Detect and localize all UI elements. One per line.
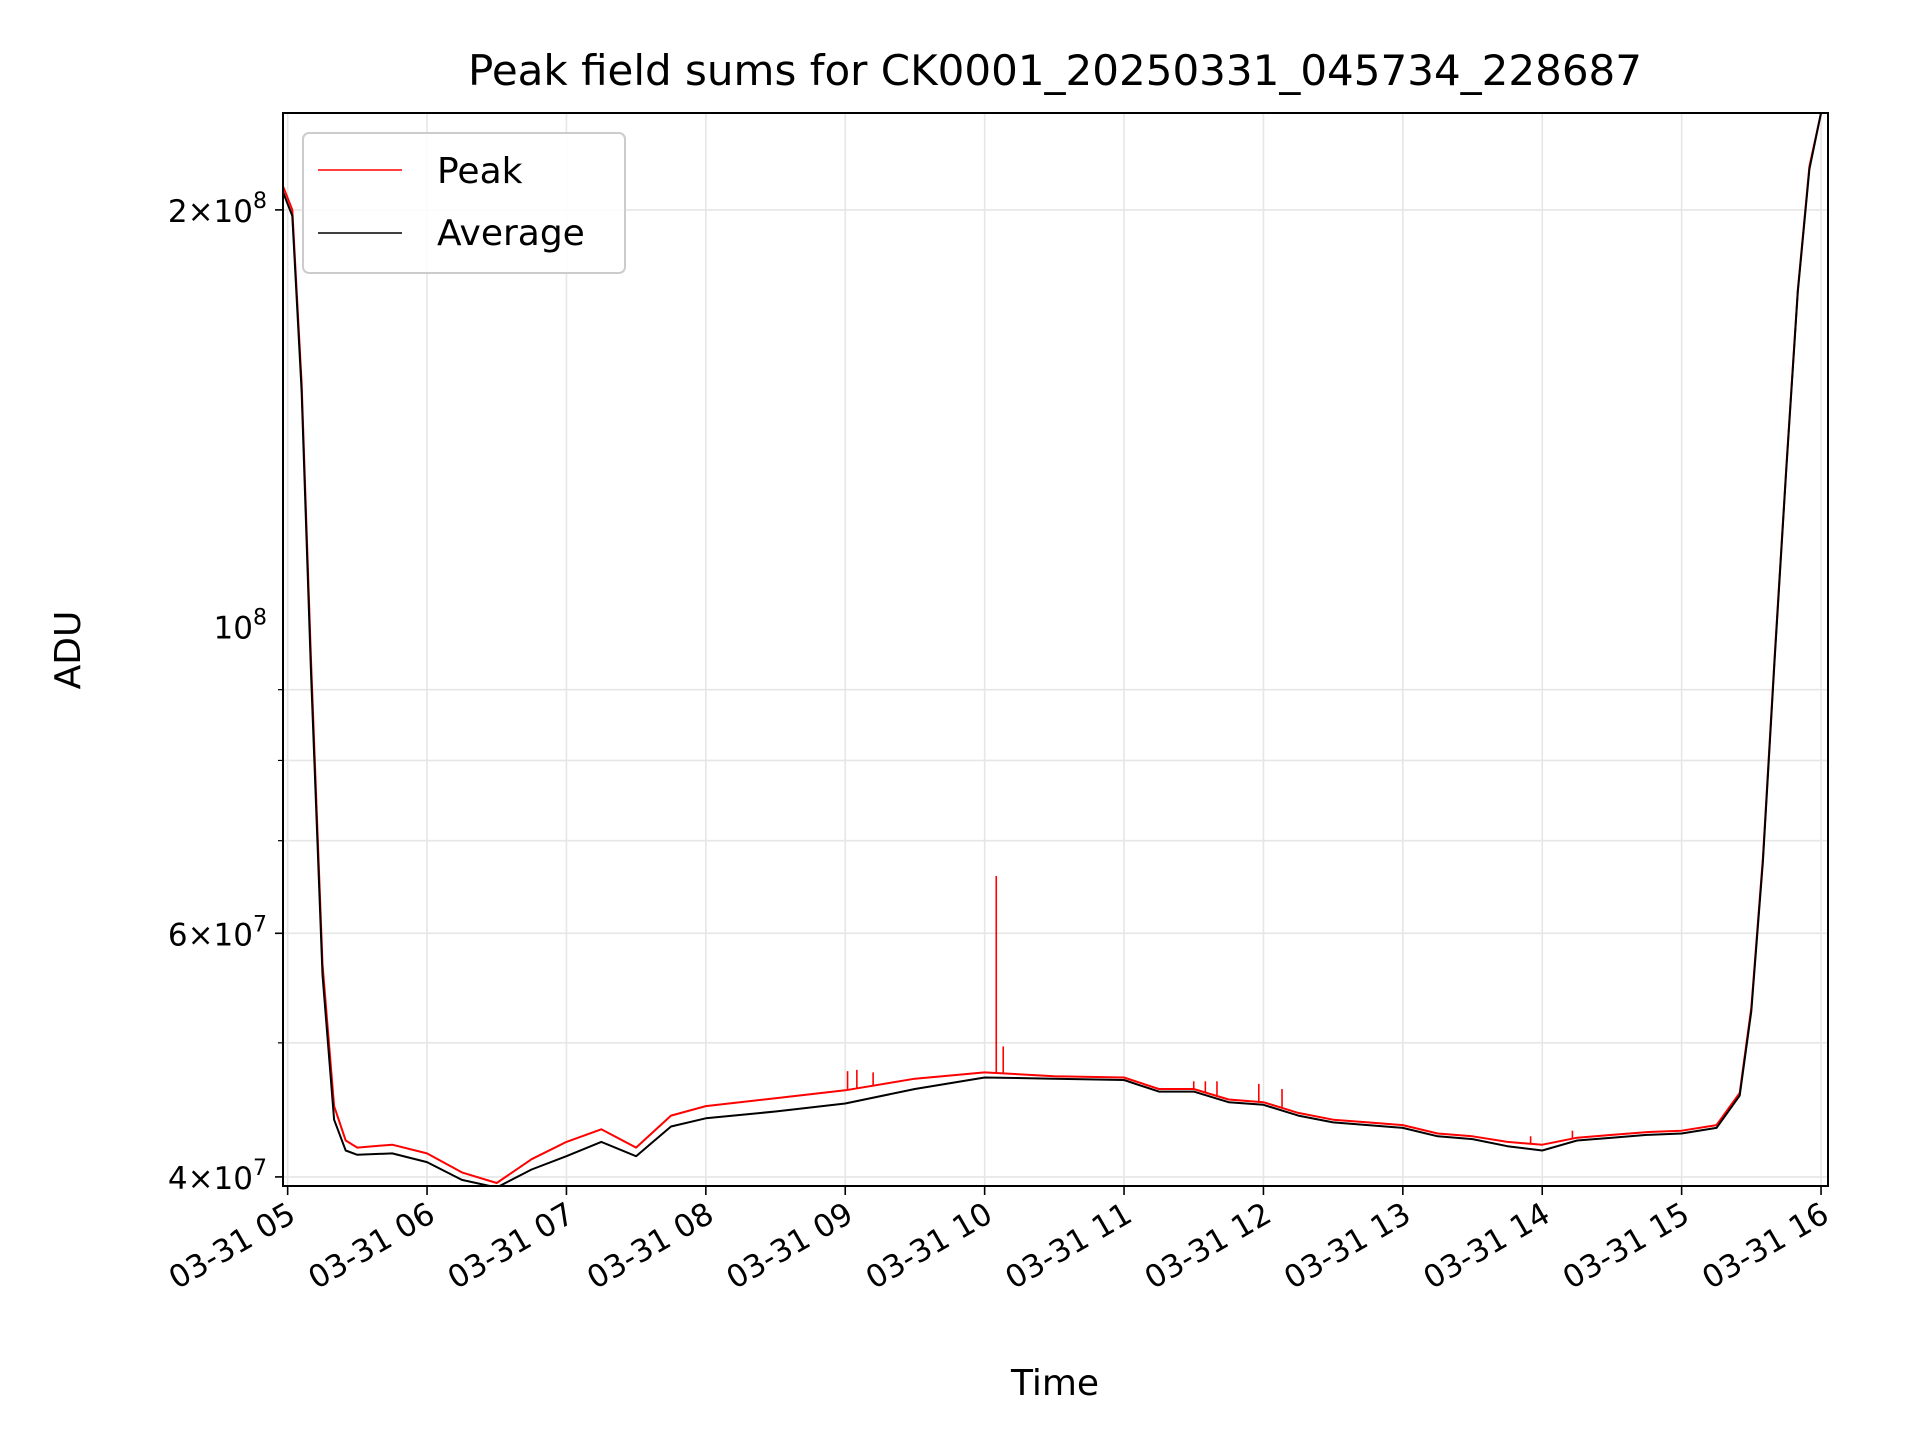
legend: Peak Average [302,132,626,274]
series-line-average [283,113,1828,1186]
grid [283,113,1828,1186]
y-tick-label: 108 [214,605,267,646]
legend-frame [302,132,626,274]
series-layer [283,113,1828,1186]
y-tick-label: 4×107 [168,1156,267,1197]
legend-peak-label: Peak [437,151,523,192]
series-line-peak [283,113,1828,1184]
y-tick-label: 2×108 [168,189,267,230]
y-axis-label: ADU [48,611,89,690]
chart-title: Peak field sums for CK0001_20250331_0457… [468,46,1642,95]
y-tick-label: 6×107 [168,912,267,953]
plot-frame [282,112,1829,1187]
legend-average-label: Average [437,213,585,254]
x-axis-label: Time [1010,1363,1099,1404]
